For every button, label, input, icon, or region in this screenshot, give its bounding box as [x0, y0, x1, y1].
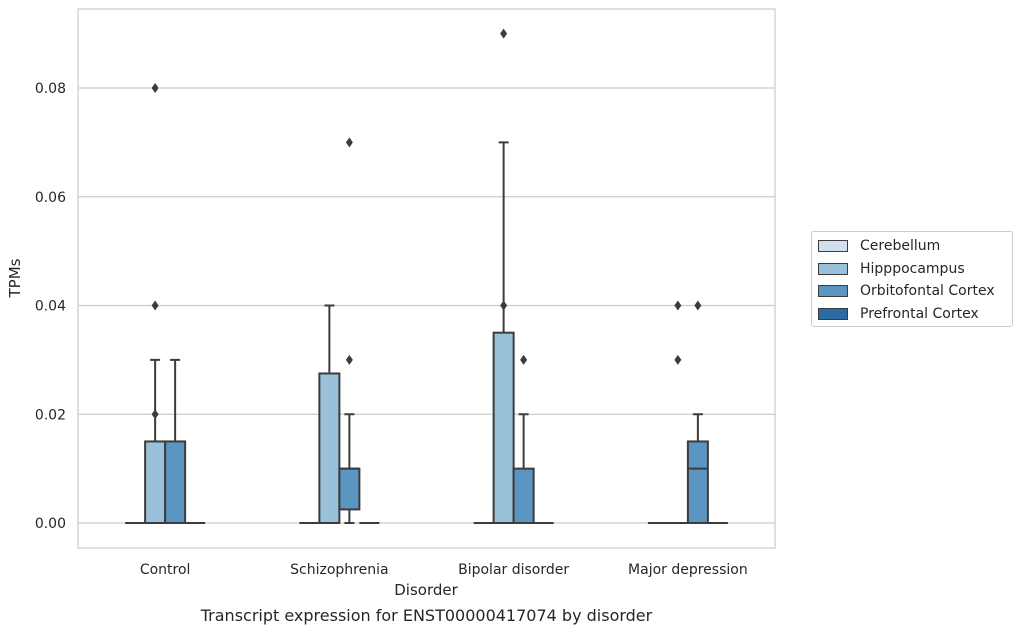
x-tick-labels: Control Schizophrenia Bipolar disorder Majo…	[140, 562, 748, 578]
legend-item: Cerebellum	[818, 235, 1006, 258]
outlier-point	[674, 300, 682, 311]
outlier-point	[345, 137, 353, 148]
x-tick-label: Bipolar disorder	[458, 562, 569, 578]
legend-item: Hipppocampus	[818, 258, 1006, 281]
legend-label: Cerebellum	[860, 238, 941, 255]
box-iqr	[492, 331, 515, 524]
outlier-point	[520, 354, 528, 365]
legend-swatch	[818, 262, 848, 275]
box-iqr	[338, 467, 361, 511]
y-tick-label: 0.02	[35, 407, 66, 423]
box-orbitofontal-cortex	[338, 137, 361, 524]
legend-swatch	[818, 240, 848, 253]
box-hipppocampus	[318, 304, 341, 524]
box-orbitofontal-cortex	[164, 358, 187, 524]
legend: Cerebellum Hipppocampus Orbitofontal Corte…	[811, 231, 1013, 327]
outlier-point	[500, 28, 508, 39]
legend-swatch	[818, 307, 848, 320]
box-hipppocampus	[667, 300, 688, 524]
boxes	[125, 28, 728, 524]
y-tick-label: 0.00	[35, 516, 66, 532]
y-tick-label: 0.04	[35, 299, 66, 315]
legend-label: Prefrontal Cortex	[860, 305, 979, 322]
y-tick-labels: 0.00 0.02 0.04 0.06 0.08	[35, 81, 66, 532]
box-iqr	[318, 372, 341, 524]
legend-swatch	[818, 285, 848, 298]
legend-label: Hipppocampus	[860, 260, 965, 277]
legend-item: Prefrontal Cortex	[818, 303, 1006, 326]
outlier-point	[345, 354, 353, 365]
outlier-point	[674, 354, 682, 365]
outlier-point	[151, 409, 159, 420]
x-tick-label: Schizophrenia	[290, 562, 388, 578]
outlier-point	[151, 83, 159, 93]
outlier-point	[500, 300, 508, 311]
box-iqr	[164, 440, 187, 524]
box-hipppocampus	[144, 83, 167, 524]
x-axis-label: Disorder	[394, 581, 458, 599]
box-orbitofontal-cortex	[686, 300, 709, 524]
box-iqr	[512, 467, 535, 524]
y-axis-label: TPMs	[6, 258, 24, 298]
y-tick-label: 0.06	[35, 190, 66, 206]
x-tick-label: Control	[140, 562, 191, 578]
x-tick-label: Major depression	[628, 562, 748, 578]
legend-label: Orbitofontal Cortex	[860, 283, 995, 300]
box-iqr	[144, 440, 167, 524]
box-hipppocampus	[492, 28, 515, 524]
chart-caption: Transcript expression for ENST0000041707…	[200, 606, 653, 625]
box-orbitofontal-cortex	[512, 354, 535, 524]
legend-item: Orbitofontal Cortex	[818, 280, 1006, 303]
plot-frame	[77, 8, 776, 549]
box-iqr	[686, 440, 709, 524]
y-tick-label: 0.08	[35, 81, 66, 97]
outlier-point	[151, 300, 159, 311]
outlier-point	[694, 300, 702, 311]
